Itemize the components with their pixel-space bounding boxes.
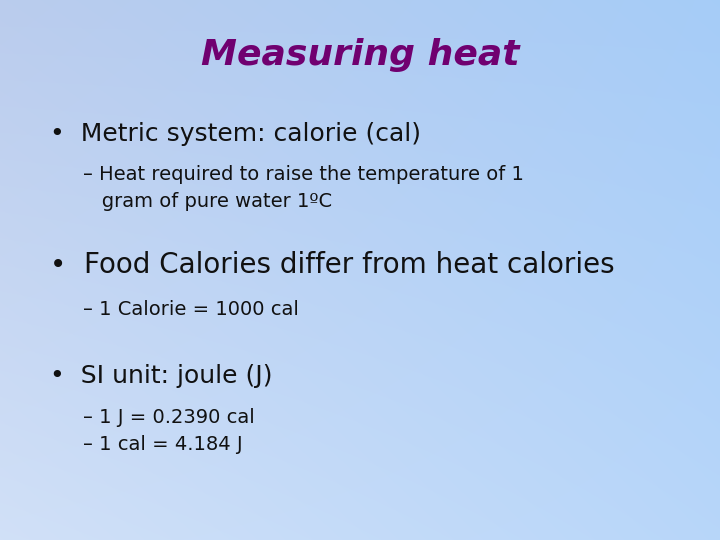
Text: – 1 cal = 4.184 J: – 1 cal = 4.184 J [83,435,243,454]
Text: gram of pure water 1ºC: gram of pure water 1ºC [83,192,332,211]
Text: •  SI unit: joule (J): • SI unit: joule (J) [50,364,273,388]
Text: – Heat required to raise the temperature of 1: – Heat required to raise the temperature… [83,165,523,184]
Text: •  Food Calories differ from heat calories: • Food Calories differ from heat calorie… [50,251,615,279]
Text: – 1 J = 0.2390 cal: – 1 J = 0.2390 cal [83,408,255,427]
Text: Measuring heat: Measuring heat [201,38,519,72]
Text: •  Metric system: calorie (cal): • Metric system: calorie (cal) [50,122,421,145]
Text: – 1 Calorie = 1000 cal: – 1 Calorie = 1000 cal [83,300,299,319]
